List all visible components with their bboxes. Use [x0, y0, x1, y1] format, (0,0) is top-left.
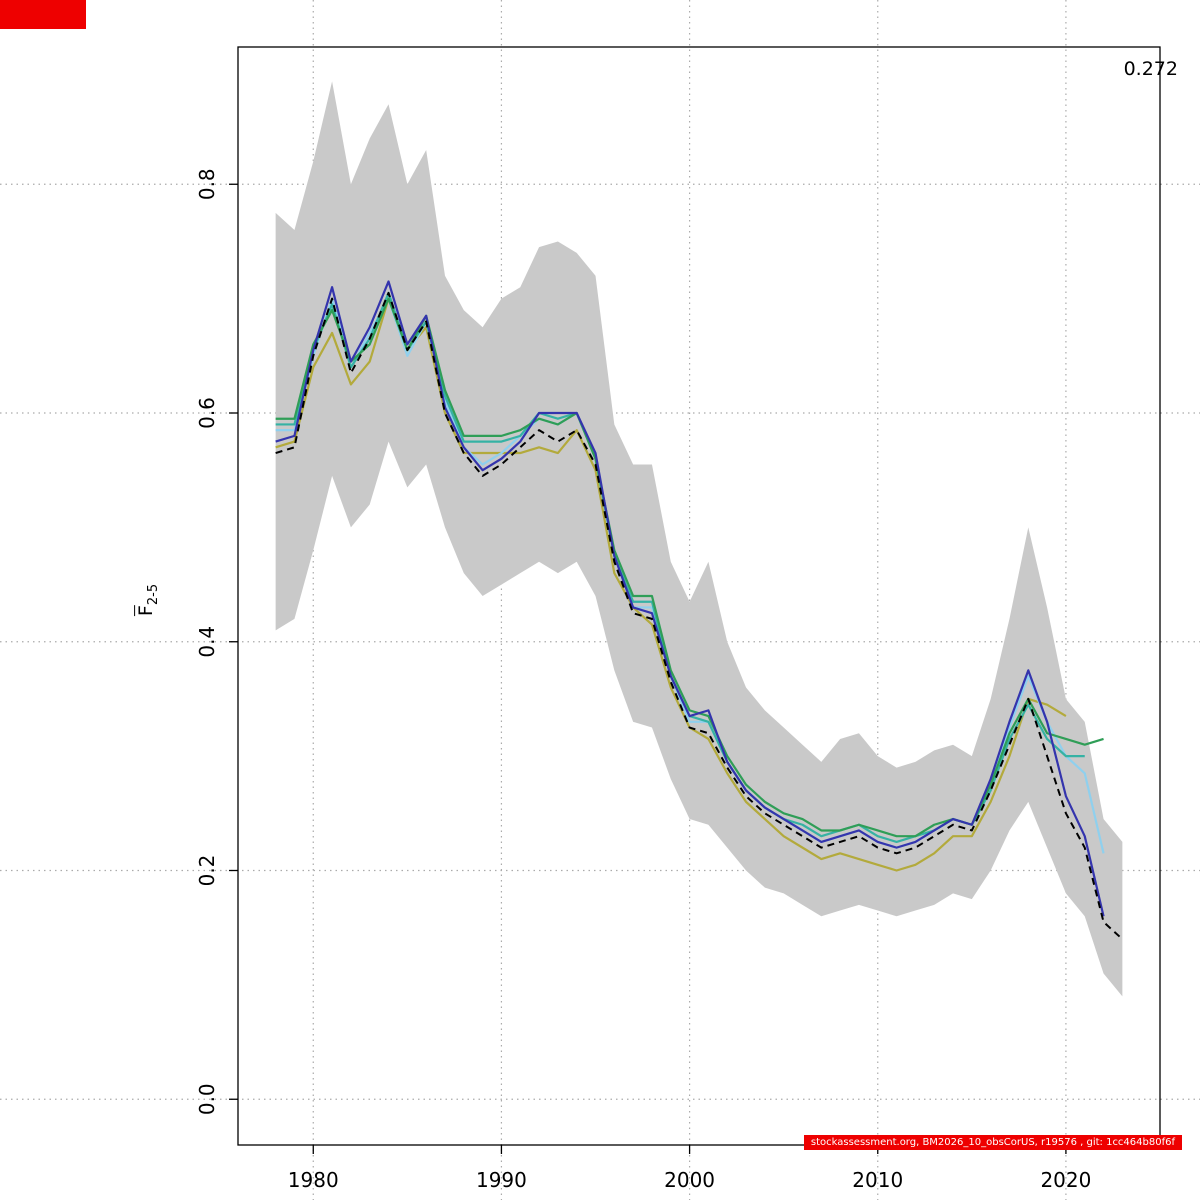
x-tick-label: 1980 [288, 1168, 339, 1192]
series-retro-navy [275, 280, 1105, 917]
y-axis-title-subscript: 2-5 [145, 583, 161, 606]
x-tick-label: 2010 [852, 1168, 903, 1192]
red-corner-box [0, 0, 86, 29]
y-axis-title-main: F [135, 605, 158, 617]
series-base-estimate [275, 291, 1124, 940]
y-tick-label: 0.0 [195, 1083, 219, 1115]
y-tick-label: 0.4 [195, 626, 219, 658]
footer-stamp: stockassessment.org, BM2026_10_obsCorUS,… [803, 1135, 1182, 1150]
y-tick-label: 0.6 [195, 397, 219, 429]
x-tick-label: 1990 [476, 1168, 527, 1192]
confidence-band [275, 81, 1123, 997]
y-tick-label: 0.2 [195, 855, 219, 887]
x-tick-label: 2020 [1040, 1168, 1091, 1192]
x-tick-label: 2000 [664, 1168, 715, 1192]
terminal-value-label: 0.272 [1123, 58, 1178, 80]
y-axis-title: F2-5 [135, 584, 161, 616]
y-tick-label: 0.8 [195, 168, 219, 200]
plot-border [237, 46, 1161, 1146]
